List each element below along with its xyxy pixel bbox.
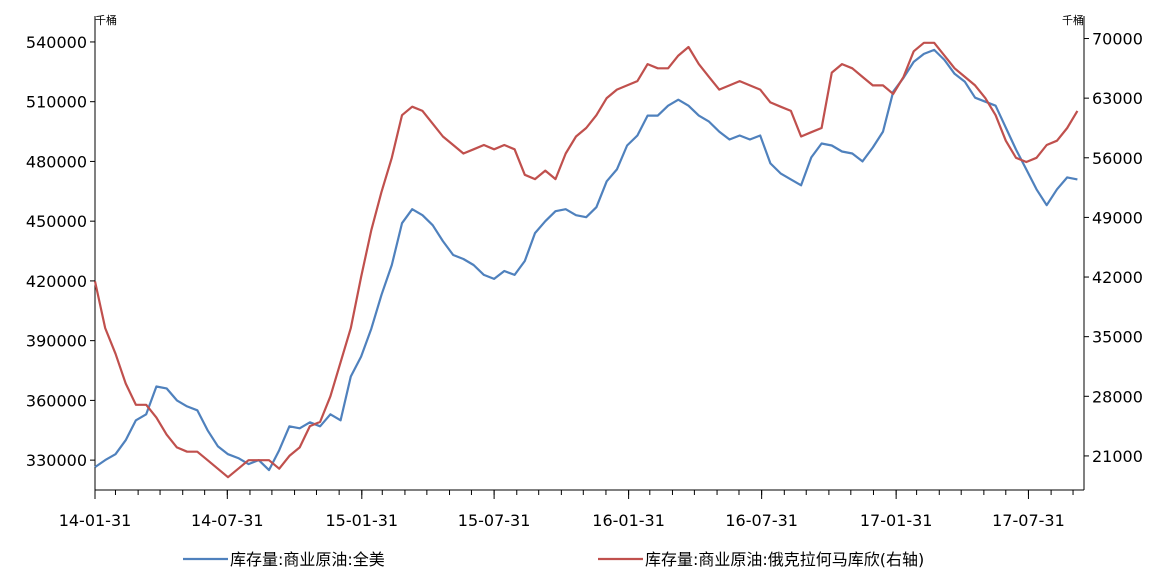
right-axis-unit: 千桶 (1062, 13, 1084, 27)
x-tick-label: 15-01-31 (325, 511, 398, 530)
left-y-tick-label: 360000 (26, 391, 87, 410)
right-y-tick-label: 56000 (1092, 149, 1143, 168)
x-tick-label: 15-07-31 (458, 511, 531, 530)
left-y-tick-label: 480000 (26, 152, 87, 171)
x-tick-label: 16-07-31 (725, 511, 798, 530)
right-y-tick-label: 28000 (1092, 387, 1143, 406)
left-y-tick-label: 510000 (26, 93, 87, 112)
x-tick-label: 17-07-31 (992, 511, 1065, 530)
legend-label-2: 库存量:商业原油:俄克拉何马库欣(右轴) (645, 550, 924, 569)
left-y-tick-label: 450000 (26, 212, 87, 231)
series-line-2 (93, 41, 1079, 479)
x-tick-label: 17-01-31 (860, 511, 933, 530)
left-y-tick-label: 540000 (26, 33, 87, 52)
right-y-tick-label: 70000 (1092, 30, 1143, 49)
right-y-tick-label: 49000 (1092, 208, 1143, 227)
legend: 库存量:商业原油:全美 库存量:商业原油:俄克拉何马库欣(右轴) (183, 550, 924, 569)
right-y-tick-label: 35000 (1092, 328, 1143, 347)
legend-label-1: 库存量:商业原油:全美 (230, 550, 385, 569)
left-axis-unit: 千桶 (95, 13, 117, 27)
right-y-tick-label: 21000 (1092, 447, 1143, 466)
axes: 330000 360000 390000 420000 450000 480000 5100… (26, 16, 1143, 530)
left-y-tick-label: 390000 (26, 332, 87, 351)
x-tick-label: 14-01-31 (59, 511, 132, 530)
left-y-tick-label: 330000 (26, 451, 87, 470)
right-y-tick-label: 63000 (1092, 89, 1143, 108)
right-y-tick-label: 42000 (1092, 268, 1143, 287)
series-line-1 (94, 48, 1078, 472)
series-layer (93, 41, 1079, 479)
x-tick-label: 14-07-31 (191, 511, 264, 530)
left-y-tick-label: 420000 (26, 272, 87, 291)
x-tick-label: 16-01-31 (592, 511, 665, 530)
